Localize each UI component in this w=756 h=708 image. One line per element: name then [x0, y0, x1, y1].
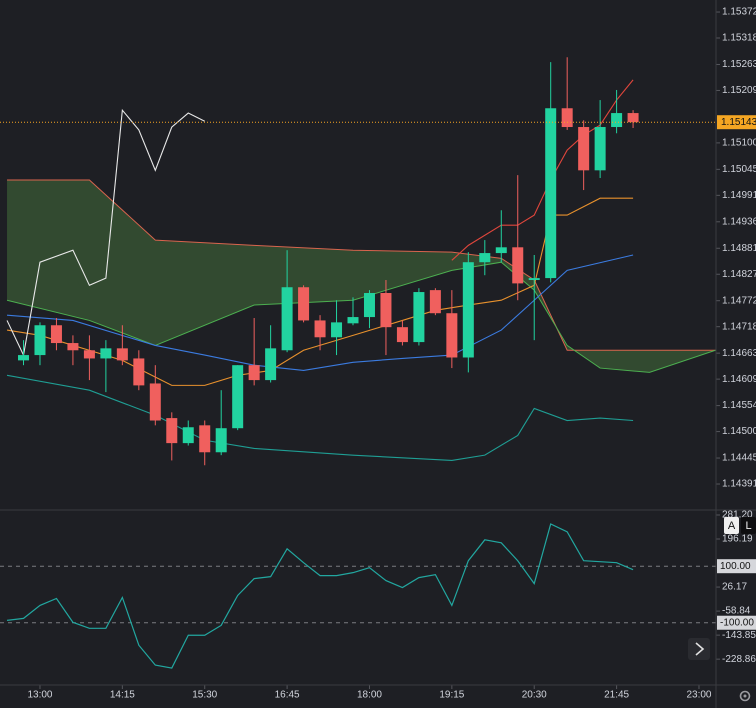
candle-body — [133, 358, 145, 386]
candle-body — [166, 418, 178, 444]
log-scale-button[interactable]: L — [741, 517, 756, 534]
candle-body — [396, 327, 408, 343]
y-tick-label: 1.14500 — [722, 426, 756, 437]
cloud-lower-line — [6, 261, 716, 373]
last-price-box — [717, 115, 756, 130]
candle-body — [545, 108, 557, 279]
candle-body — [149, 383, 161, 421]
candle-body — [331, 322, 343, 338]
candle-body — [50, 325, 62, 344]
scroll-right-button[interactable] — [688, 638, 710, 660]
indicator-line — [6, 108, 205, 357]
y-tick-label: 1.15318 — [722, 33, 756, 44]
y-tick-label: 1.14991 — [722, 190, 756, 201]
candle-body — [363, 293, 375, 318]
candle-body — [232, 365, 244, 429]
x-tick-label: 21:45 — [604, 690, 629, 701]
level-label-box — [717, 615, 756, 630]
level-label-box — [717, 559, 756, 574]
candle-body — [83, 350, 95, 359]
candle-body — [380, 293, 392, 328]
level-label: 100.00 — [720, 561, 751, 572]
indicator-panel — [0, 523, 716, 669]
last-price-label: 1.15143 — [721, 117, 756, 128]
settings-button[interactable] — [739, 690, 751, 702]
candle-body — [495, 247, 507, 254]
candle-body — [462, 262, 474, 358]
gear-center[interactable] — [743, 694, 747, 698]
candle-body — [314, 320, 326, 338]
candle-body — [512, 247, 524, 284]
x-tick-label: 20:30 — [522, 690, 547, 701]
y-tick-label: 281.20 — [722, 510, 753, 521]
y-tick-label: 1.15263 — [722, 59, 756, 70]
y-tick-label: 1.14936 — [722, 216, 756, 227]
candle-body — [528, 278, 540, 281]
x-tick-label: 23:00 — [686, 690, 711, 701]
candle-body — [199, 425, 211, 453]
candle-body — [446, 313, 458, 358]
y-tick-label: 1.14445 — [722, 453, 756, 464]
y-tick-label: 26.17 — [722, 582, 747, 593]
candle-body — [479, 253, 491, 263]
candle-body — [116, 348, 128, 361]
indicator-line — [6, 523, 634, 669]
y-tick-label: 1.14881 — [722, 243, 756, 254]
y-tick-label: 1.14772 — [722, 295, 756, 306]
y-tick-label: 1.14827 — [722, 269, 756, 280]
candle-body — [561, 108, 573, 128]
gear-icon[interactable] — [739, 690, 751, 702]
button-bg[interactable] — [724, 517, 739, 534]
button-bg[interactable] — [688, 638, 710, 660]
x-tick-label: 19:15 — [439, 690, 464, 701]
candle-body — [215, 428, 227, 453]
x-tick-label: 15:30 — [192, 690, 217, 701]
candle-body — [100, 348, 112, 359]
candle-body — [248, 365, 260, 381]
candle-body — [34, 325, 46, 356]
y-tick-label: -228.86 — [722, 654, 756, 665]
candle-body — [18, 355, 30, 361]
candle-body — [594, 127, 606, 171]
level-label: -100.00 — [720, 617, 754, 628]
candle-body — [182, 427, 194, 444]
button-label[interactable]: A — [728, 520, 736, 532]
y-tick-label: 196.19 — [722, 534, 753, 545]
y-tick-label: 1.14391 — [722, 479, 756, 490]
candle-body — [611, 113, 623, 128]
x-tick-label: 13:00 — [27, 690, 52, 701]
y-tick-label: 1.14554 — [722, 400, 756, 411]
button-bg[interactable] — [741, 517, 756, 534]
y-tick-label: 1.15209 — [722, 85, 756, 96]
candle-body — [627, 113, 639, 123]
y-tick-label: 1.14718 — [722, 321, 756, 332]
y-tick-label: -58.84 — [722, 606, 751, 617]
y-tick-label: -143.85 — [722, 630, 756, 641]
chevron-icon[interactable] — [695, 642, 705, 656]
axes: 1.15372 1.15318 1.15263 1.15209 1.15100 1.150… — [27, 7, 756, 701]
y-tick-label: 1.15100 — [722, 138, 756, 149]
x-tick-label: 16:45 — [275, 690, 300, 701]
candle-body — [281, 287, 293, 351]
candle-body — [67, 343, 79, 351]
y-tick-label: 1.15045 — [722, 164, 756, 175]
candle-body — [413, 292, 425, 343]
cloud-upper-line — [7, 179, 716, 351]
y-tick-label: 1.14663 — [722, 348, 756, 359]
auto-scale-button[interactable]: A — [724, 517, 739, 534]
button-label[interactable]: L — [745, 520, 751, 532]
candle-body — [265, 348, 277, 381]
candle-body — [429, 290, 441, 314]
y-tick-label: 1.15372 — [722, 7, 756, 18]
x-tick-label: 18:00 — [357, 690, 382, 701]
x-tick-label: 14:15 — [110, 690, 135, 701]
candle-body — [578, 127, 590, 171]
cloud-fill — [7, 179, 716, 373]
candle-body — [347, 317, 359, 324]
y-tick-label: 1.14609 — [722, 374, 756, 385]
candle-body — [298, 287, 310, 321]
price-panel — [0, 57, 716, 466]
